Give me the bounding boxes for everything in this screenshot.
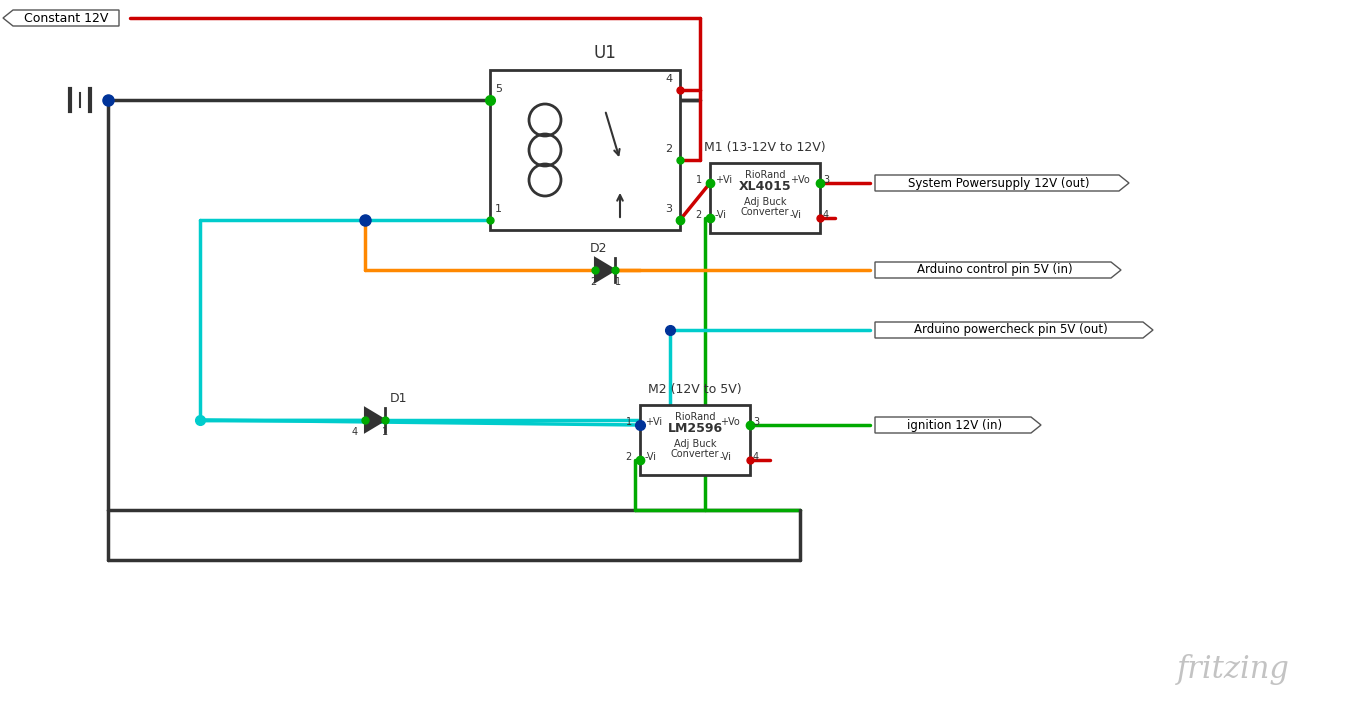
Text: 1: 1 — [696, 175, 702, 185]
Text: 2: 2 — [590, 277, 596, 287]
Text: 4: 4 — [665, 74, 672, 84]
FancyBboxPatch shape — [710, 163, 819, 233]
Text: +Vo: +Vo — [789, 175, 810, 185]
Text: Arduino control pin 5V (in): Arduino control pin 5V (in) — [917, 263, 1073, 277]
Polygon shape — [3, 10, 119, 26]
Polygon shape — [876, 322, 1153, 338]
Text: Converter: Converter — [740, 207, 789, 217]
Text: 2: 2 — [696, 210, 702, 220]
Polygon shape — [365, 408, 384, 432]
Text: Adj Buck: Adj Buck — [744, 197, 787, 207]
Text: LM2596: LM2596 — [668, 422, 722, 435]
Text: U1: U1 — [594, 44, 617, 62]
Text: -Vi: -Vi — [720, 452, 732, 462]
Text: RioRand: RioRand — [744, 170, 785, 180]
Text: 4: 4 — [752, 452, 759, 462]
Text: Converter: Converter — [670, 449, 720, 459]
Text: Constant 12V: Constant 12V — [23, 11, 108, 25]
Text: System Powersupply 12V (out): System Powersupply 12V (out) — [908, 176, 1090, 190]
Text: 4: 4 — [352, 427, 358, 437]
Text: Adj Buck: Adj Buck — [674, 439, 717, 449]
Text: +Vi: +Vi — [644, 417, 662, 427]
Text: 2: 2 — [665, 144, 672, 154]
Text: 1: 1 — [495, 204, 502, 214]
Text: 5: 5 — [495, 84, 502, 94]
FancyBboxPatch shape — [640, 405, 750, 475]
Text: -Vi: -Vi — [789, 210, 802, 220]
Polygon shape — [595, 258, 616, 282]
Text: 1: 1 — [616, 277, 621, 287]
Text: 1: 1 — [627, 417, 632, 427]
Text: 2: 2 — [625, 452, 632, 462]
Polygon shape — [876, 262, 1120, 278]
Text: D1: D1 — [390, 392, 408, 405]
Text: -Vi: -Vi — [715, 210, 726, 220]
Text: +Vo: +Vo — [720, 417, 740, 427]
FancyBboxPatch shape — [490, 70, 680, 230]
Text: 3: 3 — [665, 204, 672, 214]
Polygon shape — [876, 175, 1129, 191]
Text: -Vi: -Vi — [644, 452, 657, 462]
Text: D2: D2 — [590, 242, 607, 255]
Text: 1: 1 — [382, 427, 389, 437]
Polygon shape — [876, 417, 1041, 433]
Text: 4: 4 — [824, 210, 829, 220]
Text: ignition 12V (in): ignition 12V (in) — [907, 418, 1003, 431]
Text: Arduino powercheck pin 5V (out): Arduino powercheck pin 5V (out) — [914, 324, 1108, 336]
Text: XL4015: XL4015 — [739, 180, 791, 193]
Text: 3: 3 — [752, 417, 759, 427]
Text: fritzing: fritzing — [1176, 654, 1290, 685]
Text: M1 (13-12V to 12V): M1 (13-12V to 12V) — [705, 141, 826, 154]
Text: +Vi: +Vi — [715, 175, 732, 185]
Text: M2 (12V to 5V): M2 (12V to 5V) — [648, 383, 741, 396]
Text: RioRand: RioRand — [674, 412, 715, 422]
Text: 3: 3 — [824, 175, 829, 185]
